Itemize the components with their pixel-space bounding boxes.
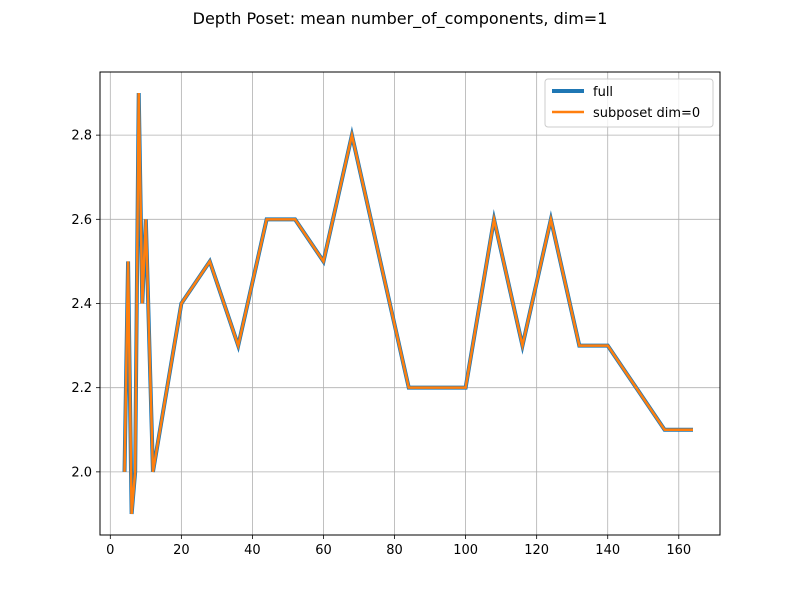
legend-label-full: full bbox=[593, 85, 613, 100]
x-tick-label: 100 bbox=[453, 543, 478, 558]
chart-title: Depth Poset: mean number_of_components, … bbox=[192, 9, 608, 28]
series-layer bbox=[122, 93, 693, 515]
y-tick-label: 2.8 bbox=[71, 129, 92, 144]
y-tick-label: 2.0 bbox=[71, 465, 92, 480]
x-tick-label: 140 bbox=[595, 543, 620, 558]
x-tick-label: 80 bbox=[386, 543, 403, 558]
x-tick-label: 40 bbox=[244, 543, 261, 558]
y-tick-label: 2.2 bbox=[71, 381, 92, 396]
series-line-subposet-dim-0 bbox=[123, 93, 693, 515]
x-tick-label: 160 bbox=[666, 543, 691, 558]
legend-box bbox=[544, 78, 714, 128]
axis-ticks: 0 20 40 60 80 100 120 140 160 2.0 2.2 2.4 2.6 2.8 bbox=[71, 129, 691, 558]
y-tick-label: 2.6 bbox=[71, 213, 92, 228]
x-tick-label: 20 bbox=[173, 543, 190, 558]
y-tick-label: 2.4 bbox=[71, 297, 92, 312]
legend-label-subposet: subposet dim=0 bbox=[593, 106, 700, 121]
x-tick-label: 60 bbox=[315, 543, 332, 558]
x-tick-label: 120 bbox=[524, 543, 549, 558]
grid bbox=[100, 72, 720, 535]
x-tick-label: 0 bbox=[106, 543, 114, 558]
legend: full subposet dim=0 bbox=[544, 78, 714, 128]
